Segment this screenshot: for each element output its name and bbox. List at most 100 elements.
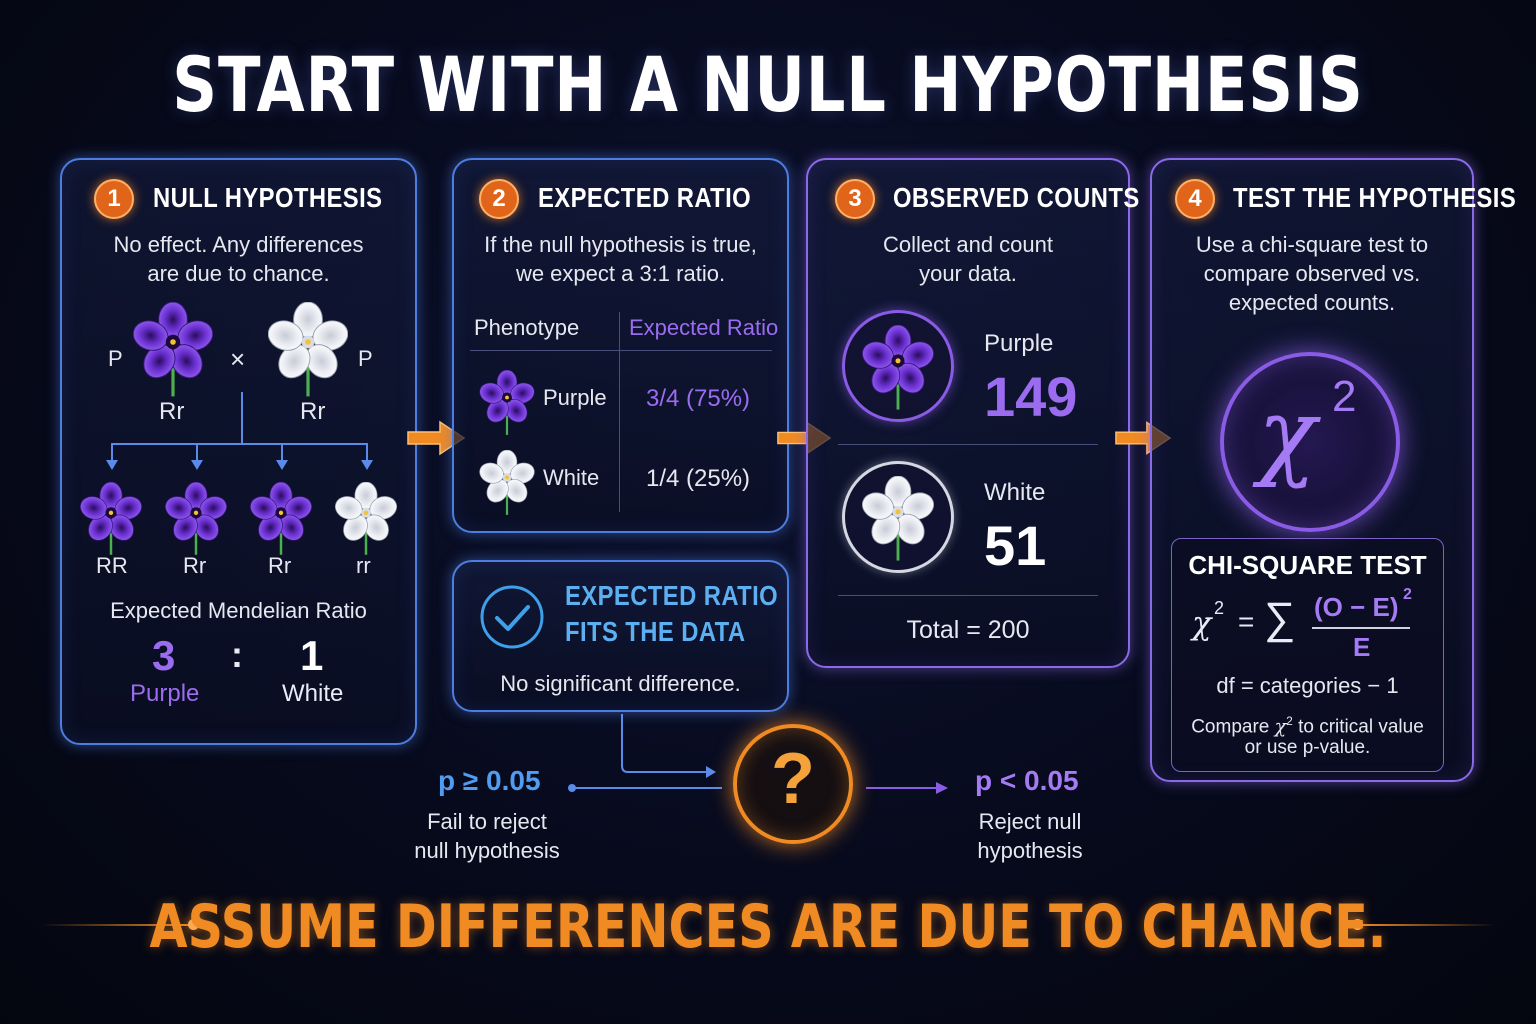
observed-counts-desc-2: your data. xyxy=(919,261,1017,286)
offspring-genotype: Rr xyxy=(268,553,292,578)
formula-sum: ∑ xyxy=(1264,594,1296,643)
chi-square-box-title: CHI-SQUARE TEST xyxy=(1188,550,1427,580)
parent-right-letter: P xyxy=(358,346,373,371)
counts-divider xyxy=(838,444,1098,445)
formula-chi-exp: 2 xyxy=(1214,598,1225,618)
offspring-connector xyxy=(111,443,113,461)
offspring-genotype: Rr xyxy=(183,553,207,578)
table-header-divider xyxy=(470,350,772,351)
table-row-ratio: 1/4 (25%) xyxy=(646,465,751,492)
step-1-badge: 1 xyxy=(94,179,134,219)
table-column-divider xyxy=(619,312,620,512)
null-hypothesis-heading: NULL HYPOTHESIS xyxy=(153,182,383,213)
fits-heading-line2: FITS THE DATA xyxy=(565,616,746,647)
ratio-white-value: 1 xyxy=(300,632,324,679)
compare-chi: χ xyxy=(1274,715,1287,738)
compare-suffix: to critical value xyxy=(1292,716,1424,738)
footer-message: ASSUME DIFFERENCES ARE DUE TO CHANCE. xyxy=(149,892,1387,962)
footer-right-dot xyxy=(1352,919,1363,930)
ratio-purple-name: Purple xyxy=(130,680,200,707)
offspring-arrowhead xyxy=(106,460,118,470)
observed-white-count: 51 xyxy=(984,514,1047,577)
offspring-arrowhead xyxy=(276,460,288,470)
formula-fraction-bar xyxy=(1312,627,1410,629)
offspring-arrowhead xyxy=(361,460,373,470)
formula-denominator: E xyxy=(1353,632,1371,662)
offspring-arrowhead xyxy=(191,460,203,470)
test-hypothesis-heading: TEST THE HYPOTHESIS xyxy=(1233,182,1517,213)
chi-square-glow-ring xyxy=(1220,352,1400,532)
question-mark-icon: ? xyxy=(771,739,815,819)
purple-flower-icon xyxy=(862,325,934,411)
compare-chi-exp: 2 xyxy=(1286,714,1293,728)
footer-left-dot xyxy=(188,919,199,930)
fail-reject-line1: Fail to reject xyxy=(427,809,547,834)
purple-flower-icon xyxy=(165,482,227,556)
test-hypothesis-desc-2: compare observed vs. xyxy=(1203,261,1421,286)
test-hypothesis-desc-1: Use a chi-square test to xyxy=(1195,232,1429,257)
fail-reject-line2: null hypothesis xyxy=(414,838,560,863)
observed-purple-count: 149 xyxy=(984,365,1078,428)
fits-desc: No significant difference. xyxy=(500,671,741,696)
compare-line-1: Compare χ2 to critical value xyxy=(1171,707,1444,741)
reject-line1: Reject null xyxy=(978,809,1082,834)
formula-equals: = xyxy=(1238,606,1255,637)
fits-the-data-panel xyxy=(452,560,789,712)
degrees-of-freedom: df = categories − 1 xyxy=(1216,673,1399,698)
offspring-connector xyxy=(196,443,198,461)
table-row-phenotype: White xyxy=(543,465,600,490)
expected-ratio-desc-2: we expect a 3:1 ratio. xyxy=(515,261,726,286)
footer-right-line xyxy=(1360,924,1496,926)
reject-line2: hypothesis xyxy=(977,838,1083,863)
formula-numerator: (O − E) xyxy=(1314,592,1399,622)
step-3-badge: 3 xyxy=(835,179,875,219)
footer-left-line xyxy=(40,924,192,926)
white-flower-icon xyxy=(479,450,535,516)
cross-symbol: × xyxy=(230,344,246,374)
chi-square-box xyxy=(1171,538,1444,772)
expected-ratio-column-header: Expected Ratio xyxy=(629,315,779,340)
white-flower-icon xyxy=(268,302,348,398)
formula-chi: χ xyxy=(1192,604,1212,642)
parent-left-genotype: Rr xyxy=(159,398,185,425)
chi-exponent: 2 xyxy=(1332,372,1357,421)
test-hypothesis-desc-3: expected counts. xyxy=(1228,290,1396,315)
decision-connector xyxy=(568,714,948,794)
offspring-genotype: rr xyxy=(356,553,371,578)
page-title: START WITH A NULL HYPOTHESIS xyxy=(172,40,1364,129)
expected-ratio-desc-1: If the null hypothesis is true, xyxy=(484,232,757,257)
compare-prefix: Compare xyxy=(1191,716,1275,738)
white-flower-icon xyxy=(862,476,934,562)
null-hypothesis-desc-2: are due to chance. xyxy=(147,261,330,286)
reject-p: p < 0.05 xyxy=(975,765,1079,796)
step-4-badge: 4 xyxy=(1175,179,1215,219)
null-hypothesis-desc-1: No effect. Any differences xyxy=(113,232,364,257)
chi-symbol: χ xyxy=(1258,378,1317,490)
phenotype-column-header: Phenotype xyxy=(474,315,580,340)
offspring-genotype: RR xyxy=(96,553,128,578)
compare-line-2: or use p-value. xyxy=(1244,737,1371,758)
step-2-badge: 2 xyxy=(479,179,519,219)
decision-circle xyxy=(733,724,853,844)
observed-total: Total = 200 xyxy=(906,616,1030,644)
ratio-colon: : xyxy=(231,634,243,675)
null-hypothesis-panel xyxy=(60,158,417,745)
total-divider xyxy=(838,595,1098,596)
purple-flower-icon xyxy=(133,302,213,398)
mendelian-ratio-label: Expected Mendelian Ratio xyxy=(110,598,367,623)
ratio-purple-value: 3 xyxy=(152,632,176,679)
observed-purple-label: Purple xyxy=(984,330,1054,357)
table-row-ratio: 3/4 (75%) xyxy=(646,385,751,412)
purple-flower-icon xyxy=(80,482,142,556)
purple-flower-icon xyxy=(250,482,312,556)
ratio-white-name: White xyxy=(282,680,344,707)
observed-counts-desc-1: Collect and count xyxy=(883,232,1053,257)
checkmark-circle-icon xyxy=(480,585,544,649)
observed-counts-heading: OBSERVED COUNTS xyxy=(893,182,1140,213)
fail-reject-p: p ≥ 0.05 xyxy=(438,765,541,796)
table-row-phenotype: Purple xyxy=(543,385,607,410)
fits-heading-line1: EXPECTED RATIO xyxy=(565,580,779,611)
offspring-connector xyxy=(366,443,368,461)
parent-right-genotype: Rr xyxy=(300,398,326,425)
formula-numerator-exp: 2 xyxy=(1403,586,1412,603)
